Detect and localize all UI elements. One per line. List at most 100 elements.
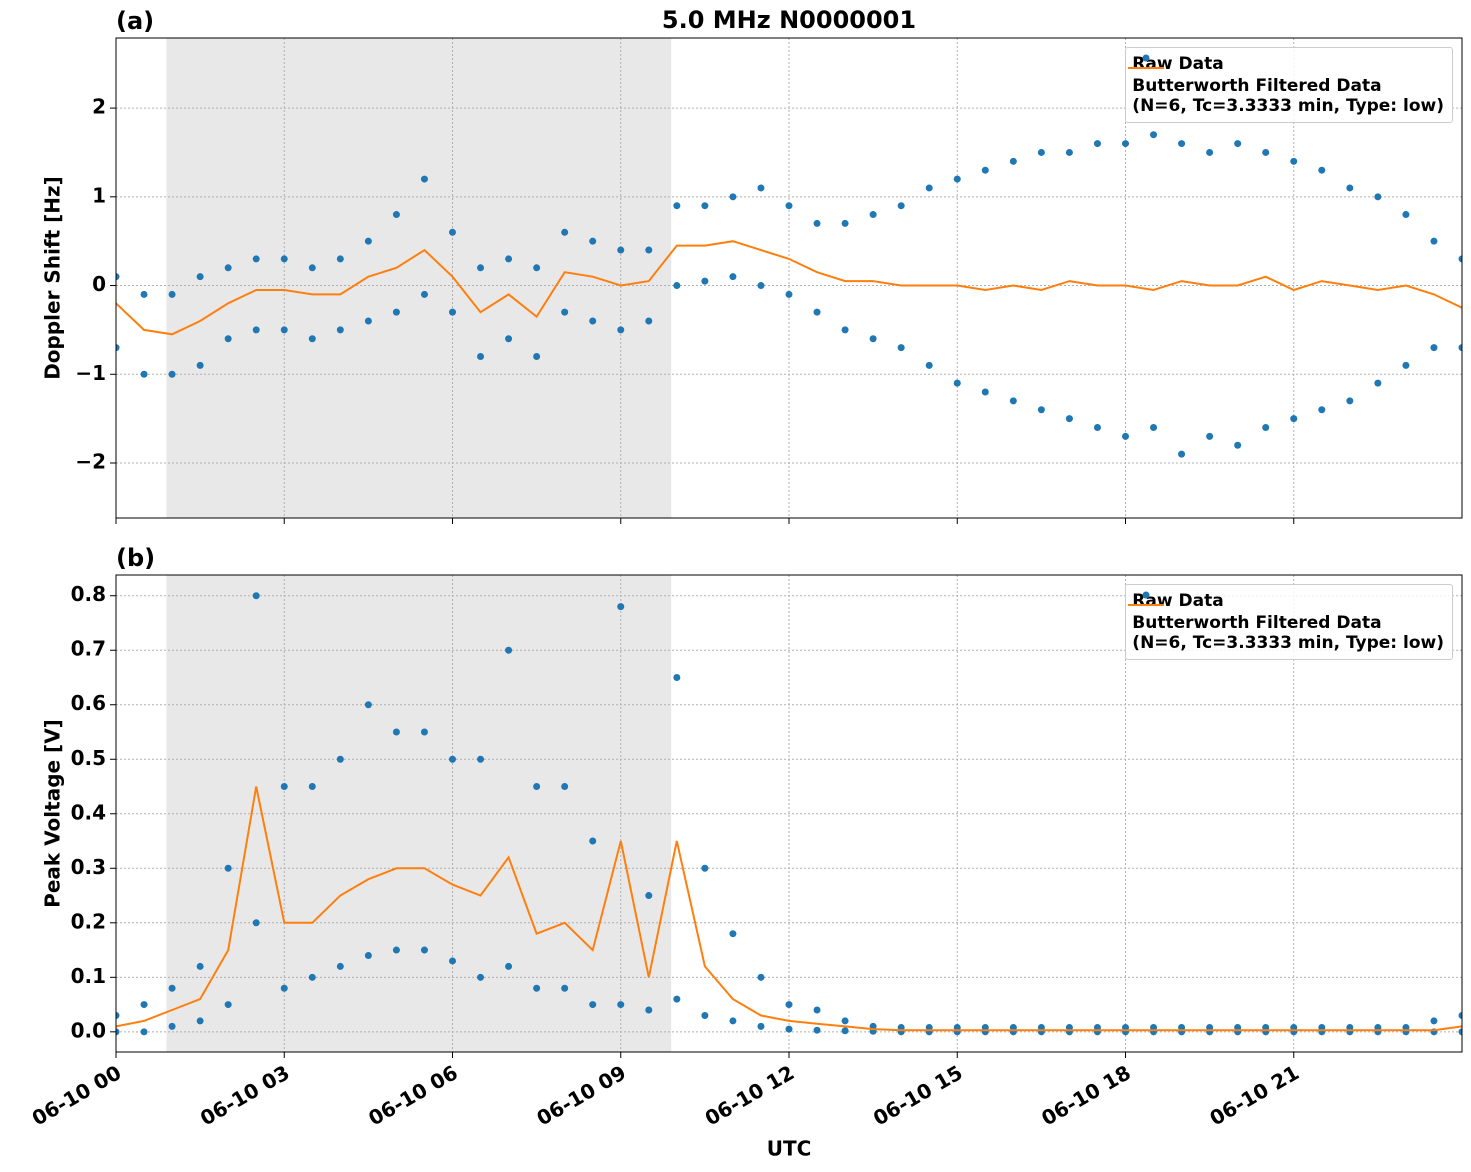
raw-point — [533, 264, 541, 272]
raw-point — [1290, 157, 1298, 165]
raw-point — [533, 783, 541, 791]
raw-point — [1009, 397, 1017, 405]
legend-marker — [1142, 54, 1150, 62]
raw-point — [953, 175, 961, 183]
raw-point — [477, 264, 485, 272]
raw-point — [1458, 1011, 1462, 1019]
axes-frame — [115, 574, 1463, 1053]
raw-point — [1093, 424, 1101, 432]
legend-key — [1142, 54, 1150, 62]
axes-frame — [115, 37, 1463, 519]
raw-point — [729, 193, 737, 201]
raw-point — [1430, 344, 1438, 352]
x-tick-label: 06-10 00 — [28, 1060, 126, 1130]
raw-point — [1009, 157, 1017, 165]
raw-point — [364, 317, 372, 325]
raw-point — [785, 1025, 793, 1033]
raw-point — [589, 1001, 597, 1009]
raw-point — [701, 1011, 709, 1019]
y-tick-label: 1 — [92, 183, 106, 207]
x-tick-label: 06-10 15 — [869, 1060, 967, 1130]
raw-point — [140, 370, 148, 378]
raw-point — [308, 335, 316, 343]
raw-point — [813, 308, 821, 316]
raw-point — [1150, 424, 1158, 432]
raw-point — [1402, 211, 1410, 219]
raw-point — [477, 973, 485, 981]
raw-point — [196, 361, 204, 369]
plot-area — [116, 131, 1462, 458]
raw-point — [729, 273, 737, 281]
raw-point — [140, 290, 148, 298]
filtered-line — [116, 240, 1462, 336]
raw-point — [392, 946, 400, 954]
raw-point — [116, 273, 120, 281]
raw-point — [280, 783, 288, 791]
raw-point — [561, 984, 569, 992]
y-tick-label: 2 — [92, 95, 106, 119]
raw-point — [116, 1028, 120, 1036]
raw-point — [420, 728, 428, 736]
raw-point — [1374, 379, 1382, 387]
y-tick-label: 0.7 — [71, 637, 106, 661]
plot-area — [116, 592, 1462, 1036]
raw-point — [449, 957, 456, 965]
y-tick-label: 0.2 — [71, 909, 106, 933]
raw-point — [589, 317, 597, 325]
raw-point — [252, 592, 260, 600]
raw-point — [645, 892, 653, 900]
raw-point — [280, 255, 288, 263]
legend-entry: Butterworth Filtered Data (N=6, Tc=3.333… — [1128, 67, 1444, 116]
raw-point — [981, 166, 989, 174]
raw-point — [1458, 344, 1462, 352]
raw-point — [1037, 148, 1045, 156]
raw-point — [841, 326, 849, 334]
y-axis-label: Peak Voltage [V] — [41, 719, 65, 908]
raw-point — [336, 962, 344, 970]
raw-point — [1037, 406, 1045, 414]
raw-point — [757, 282, 765, 290]
raw-point — [701, 277, 709, 285]
raw-point — [1093, 140, 1101, 148]
raw-point — [505, 962, 513, 970]
raw-point — [561, 308, 569, 316]
y-tick-label: 0.5 — [71, 746, 106, 770]
raw-point — [785, 202, 793, 210]
raw-point — [1206, 148, 1214, 156]
raw-point — [116, 1011, 120, 1019]
raw-point — [1150, 131, 1158, 139]
raw-point — [673, 995, 681, 1003]
raw-point — [336, 255, 344, 263]
raw-point — [196, 962, 204, 970]
raw-point — [280, 326, 288, 334]
raw-point — [308, 783, 316, 791]
raw-point — [1122, 140, 1129, 148]
raw-point — [813, 1026, 821, 1034]
raw-point — [673, 202, 681, 210]
raw-point — [785, 1001, 793, 1009]
raw-point — [1262, 148, 1270, 156]
raw-point — [1206, 432, 1214, 440]
raw-point — [420, 175, 428, 183]
raw-point — [785, 290, 793, 298]
raw-point — [757, 1022, 765, 1030]
raw-point — [336, 326, 344, 334]
y-tick-label: 0.0 — [71, 1018, 106, 1042]
raw-point — [813, 1006, 821, 1014]
panel-label: (a) — [116, 7, 154, 35]
raw-point — [533, 353, 541, 361]
raw-point — [1234, 140, 1242, 148]
y-tick-label: 0.3 — [71, 855, 106, 879]
raw-point — [505, 335, 513, 343]
y-tick-label: 0.1 — [71, 964, 106, 988]
raw-point — [1318, 166, 1326, 174]
raw-point — [1346, 184, 1354, 192]
legend-marker — [1142, 591, 1150, 599]
raw-point — [617, 326, 625, 334]
legend-key — [1128, 67, 1165, 69]
raw-point — [252, 919, 260, 927]
filtered-line — [116, 786, 1462, 1032]
raw-point — [897, 344, 905, 352]
raw-point — [280, 984, 288, 992]
